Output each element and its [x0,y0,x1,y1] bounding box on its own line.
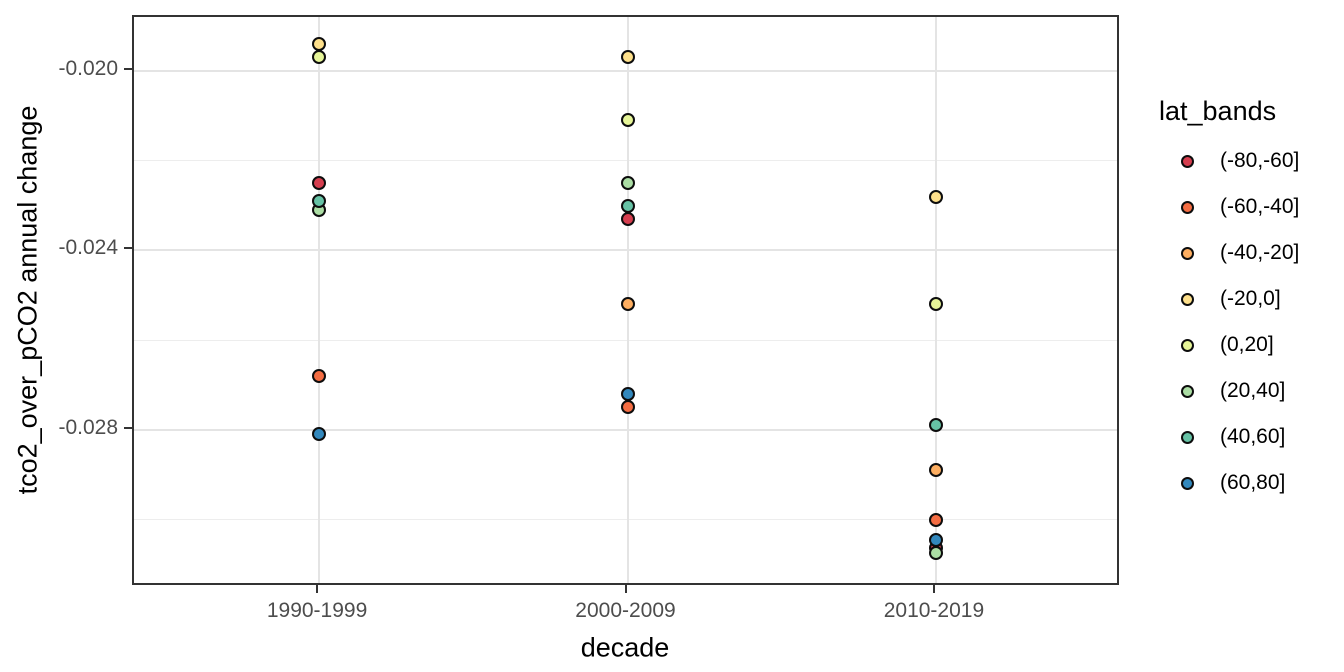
legend-swatch-icon [1181,384,1194,398]
data-point [312,176,327,191]
x-axis-tick-label: 2000-2009 [575,599,676,622]
legend-item: (-20,0] [1159,276,1299,322]
legend-item: (20,40] [1159,368,1299,414]
legend-swatch-icon [1181,430,1194,444]
y-axis-tick-mark [124,426,132,429]
data-point [620,198,635,213]
x-axis-tick-label: 1990-1999 [266,599,368,622]
legend-item: (-80,-60] [1159,138,1299,184]
x-axis-title: decade [580,632,670,663]
data-point [620,113,635,128]
data-point [620,400,635,415]
y-axis-tick-mark [124,247,132,250]
data-point [928,463,943,478]
plot-panel [132,15,1119,585]
gridline-major-horizontal [134,249,1117,252]
y-axis-tick-label: -0.020 [58,56,118,80]
legend: lat_bands (-80,-60] (-60,-40] (-40,-20] (-2… [1159,95,1299,506]
legend-swatch-icon [1181,246,1194,260]
legend-items: (-80,-60] (-60,-40] (-40,-20] (-20,0] (0,20]… [1159,138,1299,506]
y-axis-tick-label: -0.024 [58,236,118,260]
legend-swatch-icon [1181,476,1194,490]
legend-item-label: (-40,-20] [1220,241,1300,264]
data-point [620,297,635,312]
legend-item: (-60,-40] [1159,184,1299,230]
legend-swatch-icon [1181,292,1194,306]
x-axis-tick-mark [316,585,319,593]
data-point [620,50,635,65]
legend-item-label: (40,60] [1220,425,1286,448]
data-point [312,36,327,51]
data-point [620,387,635,401]
data-point [620,176,635,191]
data-point [312,369,327,384]
data-point [312,50,327,65]
legend-item-label: (-80,-60] [1220,149,1300,172]
data-point [928,189,943,204]
legend-item: (60,80] [1159,460,1299,506]
data-point [928,532,943,547]
legend-item-label: (-20,0] [1220,287,1281,310]
gridline-major-horizontal [134,69,1117,72]
gridline-minor-horizontal [134,519,1117,521]
y-axis-tick-mark [124,67,132,70]
data-point [928,545,943,560]
data-point [620,211,635,226]
legend-title: lat_bands [1159,96,1277,126]
x-axis-tick-mark [624,585,627,593]
gridline-minor-horizontal [134,339,1117,341]
gridline-major-vertical [318,17,321,583]
data-point [928,512,943,527]
data-point [928,418,943,433]
legend-item: (0,20] [1159,322,1299,368]
data-point [312,427,327,442]
legend-item: (-40,-20] [1159,230,1299,276]
legend-item: (40,60] [1159,414,1299,460]
data-point [312,194,327,209]
gridline-minor-horizontal [134,160,1117,162]
legend-swatch-icon [1181,338,1194,352]
x-axis-tick-mark [932,585,935,593]
y-axis-tick-label: -0.028 [58,415,118,439]
legend-item-label: (-60,-40] [1220,195,1300,218]
gridline-major-horizontal [134,428,1117,431]
legend-swatch-icon [1181,200,1194,214]
legend-item-label: (20,40] [1220,379,1286,402]
data-point [928,297,943,312]
legend-item-label: (60,80] [1220,471,1286,494]
legend-item-label: (0,20] [1220,333,1274,356]
x-axis-tick-label: 2010-2019 [883,599,985,622]
legend-swatch-icon [1181,154,1194,168]
